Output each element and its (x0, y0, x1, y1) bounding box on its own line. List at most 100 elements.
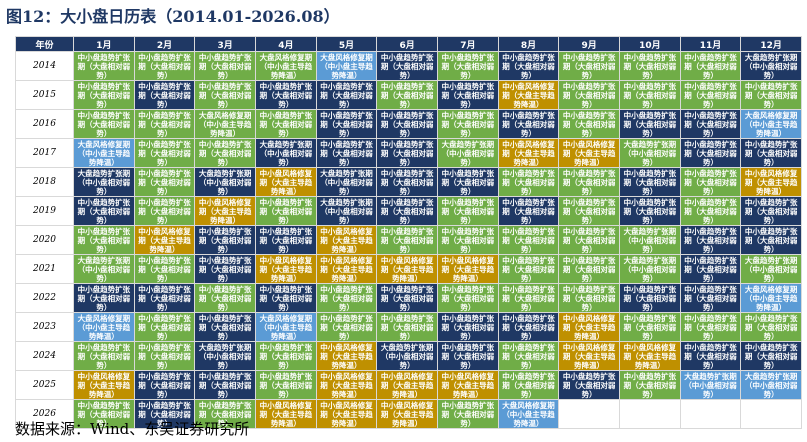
regime-cell: 中小盘趋势扩张期（大盘相对弱势） (195, 52, 255, 80)
year-cell: 2020 (16, 226, 73, 254)
regime-cell: 中小盘趋势扩张期（大盘相对弱势） (316, 81, 377, 109)
year-cell: 2022 (16, 284, 73, 312)
regime-cell: 中小盘趋势扩张期（大盘相对弱势） (559, 371, 619, 399)
regime-cell: 大盘趋势扩张期（中小盘相对弱势） (680, 371, 741, 399)
regime-cell: 中小盘趋势扩张期（大盘相对弱势） (620, 168, 680, 196)
regime-cell: 中小盘趋势扩张期（大盘相对弱势） (498, 284, 559, 312)
regime-cell: 中小盘趋势扩张期（大盘相对弱势） (74, 284, 134, 312)
column-header: 4月 (256, 37, 316, 51)
regime-cell: 中小盘趋势扩张期（大盘相对弱势） (134, 255, 195, 283)
regime-cell: 中小盘风格修复期（大盘主导趋势降温） (74, 371, 134, 399)
regime-cell: 中小盘趋势扩张期（大盘相对弱势） (256, 197, 316, 225)
regime-cell: 中小盘风格修复期（大盘主导趋势降温） (316, 342, 377, 370)
regime-cell: 中小盘趋势扩张期（大盘相对弱势） (377, 52, 437, 80)
regime-cell: 中小盘趋势扩张期（大盘相对弱势） (559, 168, 619, 196)
regime-cell: 中小盘风格修复期（大盘主导趋势降温） (620, 342, 680, 370)
regime-cell: 中小盘风格修复期（大盘主导趋势降温） (498, 81, 559, 109)
column-header: 7月 (438, 37, 498, 51)
year-cell: 2015 (16, 81, 73, 109)
regime-cell: 中小盘风格修复期（大盘主导趋势降温） (559, 313, 619, 341)
regime-cell: 中小盘趋势扩张期（大盘相对弱势） (741, 313, 801, 341)
regime-cell: 中小盘趋势扩张期（大盘相对弱势） (195, 255, 255, 283)
regime-cell: 中小盘趋势扩张期（大盘相对弱势） (559, 226, 619, 254)
regime-cell: 大盘趋势扩张期（中小盘相对弱势） (316, 197, 377, 225)
regime-cell: 中小盘风格修复期（大盘主导趋势降温） (256, 400, 316, 428)
year-cell: 2018 (16, 168, 73, 196)
regime-cell: 中小盘趋势扩张期（大盘相对弱势） (620, 197, 680, 225)
regime-cell: 中小盘趋势扩张期（大盘相对弱势） (438, 110, 498, 138)
regime-cell: 大盘趋势扩张期（中小盘相对弱势） (195, 342, 255, 370)
regime-cell: 大盘趋势扩张期（中小盘相对弱势） (195, 168, 255, 196)
regime-cell: 中小盘风格修复期（大盘主导趋势降温） (377, 255, 437, 283)
column-header: 9月 (559, 37, 619, 51)
regime-cell: 中小盘趋势扩张期（大盘相对弱势） (680, 139, 741, 167)
regime-cell: 大盘风格修复期（中小盘主导趋势降温） (741, 284, 801, 312)
regime-cell: 中小盘趋势扩张期（大盘相对弱势） (195, 139, 255, 167)
regime-cell: 大盘趋势扩张期（中小盘相对弱势） (74, 168, 134, 196)
regime-cell: 大盘趋势扩张期（中小盘相对弱势） (377, 342, 437, 370)
regime-cell: 中小盘趋势扩张期（大盘相对弱势） (195, 400, 255, 428)
regime-cell: 中小盘趋势扩张期（大盘相对弱势） (438, 226, 498, 254)
regime-cell: 中小盘风格修复期（大盘主导趋势降温） (195, 197, 255, 225)
calendar-table: 年份 1月 2月 3月 4月 5月 6月 7月 8月 9月 10月 11月 12月 2014 中小盘趋势扩张… (15, 36, 802, 429)
regime-cell: 中小盘趋势扩张期（大盘相对弱势） (559, 52, 619, 80)
regime-cell: 中小盘趋势扩张期（大盘相对弱势） (256, 371, 316, 399)
regime-cell: 中小盘趋势扩张期（大盘相对弱势） (498, 226, 559, 254)
regime-cell: 中小盘趋势扩张期（大盘相对弱势） (680, 52, 741, 80)
regime-cell: 中小盘趋势扩张期（大盘相对弱势） (741, 81, 801, 109)
regime-cell: 大盘趋势扩张期（中小盘相对弱势） (741, 52, 801, 80)
year-cell: 2026 (16, 400, 73, 428)
regime-cell: 中小盘趋势扩张期（大盘相对弱势） (438, 197, 498, 225)
regime-cell: 中小盘趋势扩张期（大盘相对弱势） (377, 313, 437, 341)
year-cell: 2019 (16, 197, 73, 225)
regime-cell: 大盘风格修复期（中小盘主导趋势降温） (741, 110, 801, 138)
regime-cell: 中小盘趋势扩张期（大盘相对弱势） (438, 284, 498, 312)
regime-cell: 中小盘趋势扩张期（大盘相对弱势） (134, 371, 195, 399)
regime-cell: 大盘风格修复期（中小盘主导趋势降温） (195, 110, 255, 138)
column-header: 5月 (316, 37, 377, 51)
regime-cell: 大盘趋势扩张期（中小盘相对弱势） (620, 255, 680, 283)
regime-cell: 中小盘趋势扩张期（大盘相对弱势） (195, 226, 255, 254)
regime-cell: 中小盘趋势扩张期（大盘相对弱势） (377, 168, 437, 196)
regime-cell: 中小盘风格修复期（大盘主导趋势降温） (438, 255, 498, 283)
regime-cell: 中小盘趋势扩张期（大盘相对弱势） (438, 81, 498, 109)
regime-cell: 中小盘趋势扩张期（大盘相对弱势） (438, 52, 498, 80)
year-cell: 2025 (16, 371, 73, 399)
regime-cell: 中小盘趋势扩张期（大盘相对弱势） (134, 284, 195, 312)
regime-cell: 中小盘趋势扩张期（大盘相对弱势） (620, 81, 680, 109)
column-header: 年份 (16, 37, 73, 51)
regime-cell: 中小盘趋势扩张期（大盘相对弱势） (256, 342, 316, 370)
regime-cell: 中小盘趋势扩张期（大盘相对弱势） (680, 197, 741, 225)
column-header: 1月 (74, 37, 134, 51)
regime-cell: 中小盘风格修复期（大盘主导趋势降温） (256, 255, 316, 283)
regime-cell: 中小盘趋势扩张期（大盘相对弱势） (680, 342, 741, 370)
regime-cell: 大盘趋势扩张期（中小盘相对弱势） (316, 168, 377, 196)
regime-cell: 中小盘趋势扩张期（大盘相对弱势） (620, 313, 680, 341)
column-header: 11月 (680, 37, 741, 51)
regime-cell: 大盘风格修复期（中小盘主导趋势降温） (256, 52, 316, 80)
empty-cell (620, 400, 680, 428)
column-header: 10月 (620, 37, 680, 51)
regime-cell: 中小盘趋势扩张期（大盘相对弱势） (195, 313, 255, 341)
empty-cell (741, 400, 801, 428)
empty-cell (680, 400, 741, 428)
regime-cell: 中小盘趋势扩张期（大盘相对弱势） (74, 81, 134, 109)
regime-cell: 中小盘趋势扩张期（大盘相对弱势） (559, 255, 619, 283)
year-cell: 2017 (16, 139, 73, 167)
regime-cell: 中小盘趋势扩张期（大盘相对弱势） (256, 110, 316, 138)
regime-cell: 中小盘趋势扩张期（大盘相对弱势） (134, 168, 195, 196)
regime-cell: 中小盘风格修复期（大盘主导趋势降温） (256, 168, 316, 196)
regime-cell: 大盘风格修复期（中小盘主导趋势降温） (74, 139, 134, 167)
regime-cell: 中小盘趋势扩张期（大盘相对弱势） (256, 81, 316, 109)
regime-cell: 中小盘趋势扩张期（大盘相对弱势） (195, 284, 255, 312)
regime-cell: 大盘趋势扩张期（中小盘相对弱势） (74, 255, 134, 283)
regime-cell: 中小盘趋势扩张期（大盘相对弱势） (741, 197, 801, 225)
regime-cell: 中小盘趋势扩张期（大盘相对弱势） (559, 110, 619, 138)
regime-cell: 中小盘趋势扩张期（大盘相对弱势） (620, 110, 680, 138)
regime-cell: 中小盘趋势扩张期（大盘相对弱势） (134, 81, 195, 109)
regime-cell: 中小盘趋势扩张期（大盘相对弱势） (134, 52, 195, 80)
regime-cell: 中小盘趋势扩张期（大盘相对弱势） (438, 342, 498, 370)
regime-cell: 大盘趋势扩张期（中小盘相对弱势） (741, 371, 801, 399)
regime-cell: 中小盘趋势扩张期（大盘相对弱势） (498, 52, 559, 80)
regime-cell: 中小盘趋势扩张期（大盘相对弱势） (377, 197, 437, 225)
